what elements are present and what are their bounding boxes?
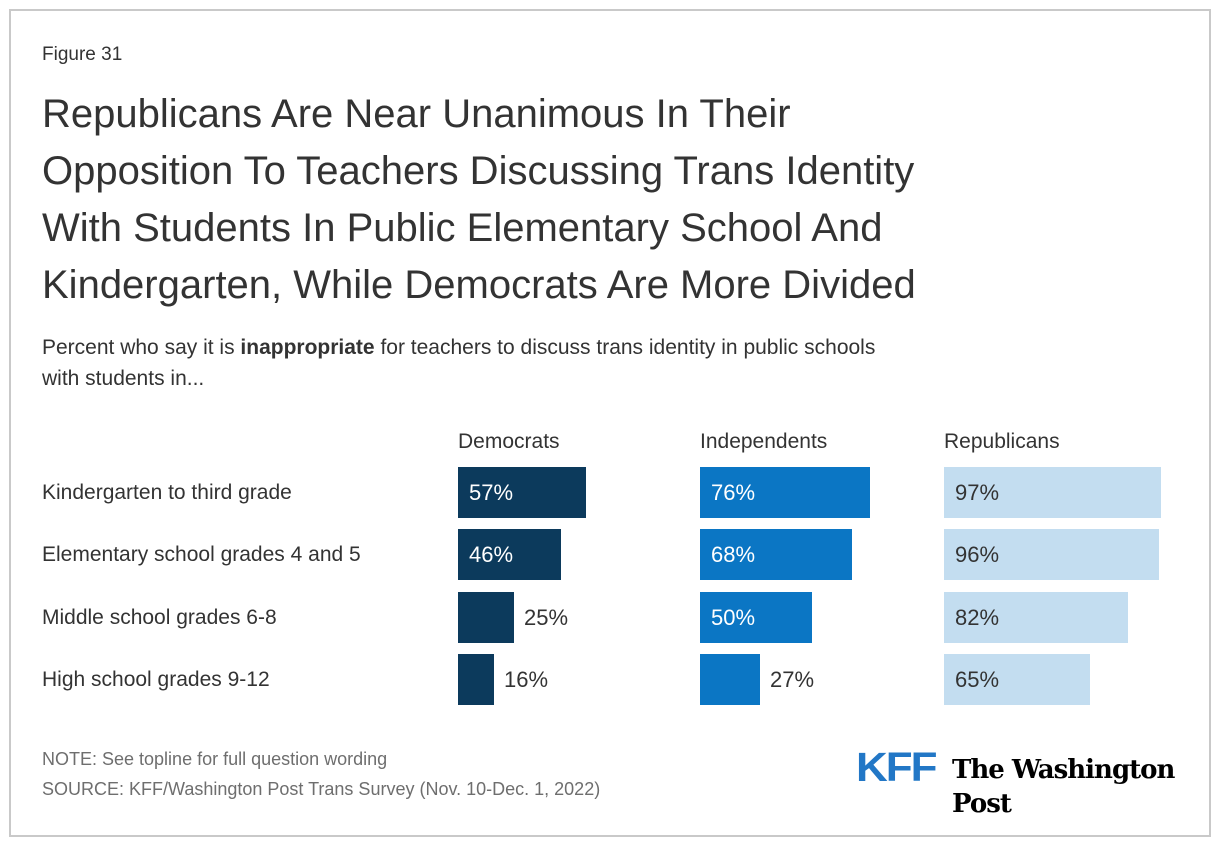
bar-value-label: 97%	[955, 479, 1000, 505]
subtitle-line2: with students in...	[42, 367, 205, 390]
title-line: Kindergarten, While Democrats Are More D…	[42, 263, 916, 307]
bar-independents-row2	[700, 529, 852, 580]
bar-value-label: 50%	[711, 604, 756, 630]
bar-democrats-row3	[458, 592, 514, 643]
title-line: Opposition To Teachers Discussing Trans …	[42, 149, 915, 193]
bar-value-label: 16%	[504, 666, 549, 692]
bar-value-label: 96%	[955, 541, 1000, 567]
bar-democrats-row1	[458, 467, 586, 518]
bar-democrats-row2	[458, 529, 561, 580]
category-label: Elementary school grades 4 and 5	[42, 542, 361, 566]
chart-subtitle: Percent who say it is inappropriate for …	[42, 332, 1182, 394]
bar-value-label: 57%	[469, 479, 514, 505]
bar-value-label: 82%	[955, 604, 1000, 630]
bar-value-label: 68%	[711, 541, 756, 567]
subtitle-text-prefix: Percent who say it is	[42, 336, 241, 359]
bar-value-label: 76%	[711, 479, 756, 505]
bar-independents-row3	[700, 592, 812, 643]
chart-title: Republicans Are Near Unanimous In Their O…	[42, 86, 1182, 314]
bar-value-label: 27%	[770, 666, 815, 692]
bar-value-label: 25%	[524, 604, 569, 630]
category-label: Middle school grades 6-8	[42, 605, 277, 629]
washington-post-logo: The Washington Post	[952, 755, 1175, 819]
subtitle-text-suffix: for teachers to discuss trans identity i…	[374, 336, 876, 359]
footer-note: NOTE: See topline for full question word…	[42, 749, 388, 769]
category-label: Kindergarten to third grade	[42, 480, 292, 504]
footer-source: SOURCE: KFF/Washington Post Trans Survey…	[42, 779, 601, 799]
bar-republicans-row1	[944, 467, 1161, 518]
bar-independents-row4	[700, 654, 760, 705]
bar-republicans-row3	[944, 592, 1128, 643]
bar-independents-row1	[700, 467, 870, 518]
category-label: High school grades 9-12	[42, 667, 270, 691]
bar-democrats-row4	[458, 654, 494, 705]
figure-label: Figure 31	[42, 44, 123, 65]
title-line: With Students In Public Elementary Schoo…	[42, 206, 883, 250]
subtitle-bold-word: inappropriate	[240, 336, 375, 359]
bar-value-label: 46%	[469, 541, 514, 567]
bar-republicans-row2	[944, 529, 1159, 580]
series-header-democrats: Democrats	[458, 430, 560, 453]
series-header-republicans: Republicans	[944, 430, 1060, 453]
title-line: Republicans Are Near Unanimous In Their	[42, 92, 791, 136]
bar-republicans-row4	[944, 654, 1090, 705]
kff-logo: KFF	[856, 745, 938, 791]
series-header-independents: Independents	[700, 430, 828, 453]
bar-value-label: 65%	[955, 666, 1000, 692]
